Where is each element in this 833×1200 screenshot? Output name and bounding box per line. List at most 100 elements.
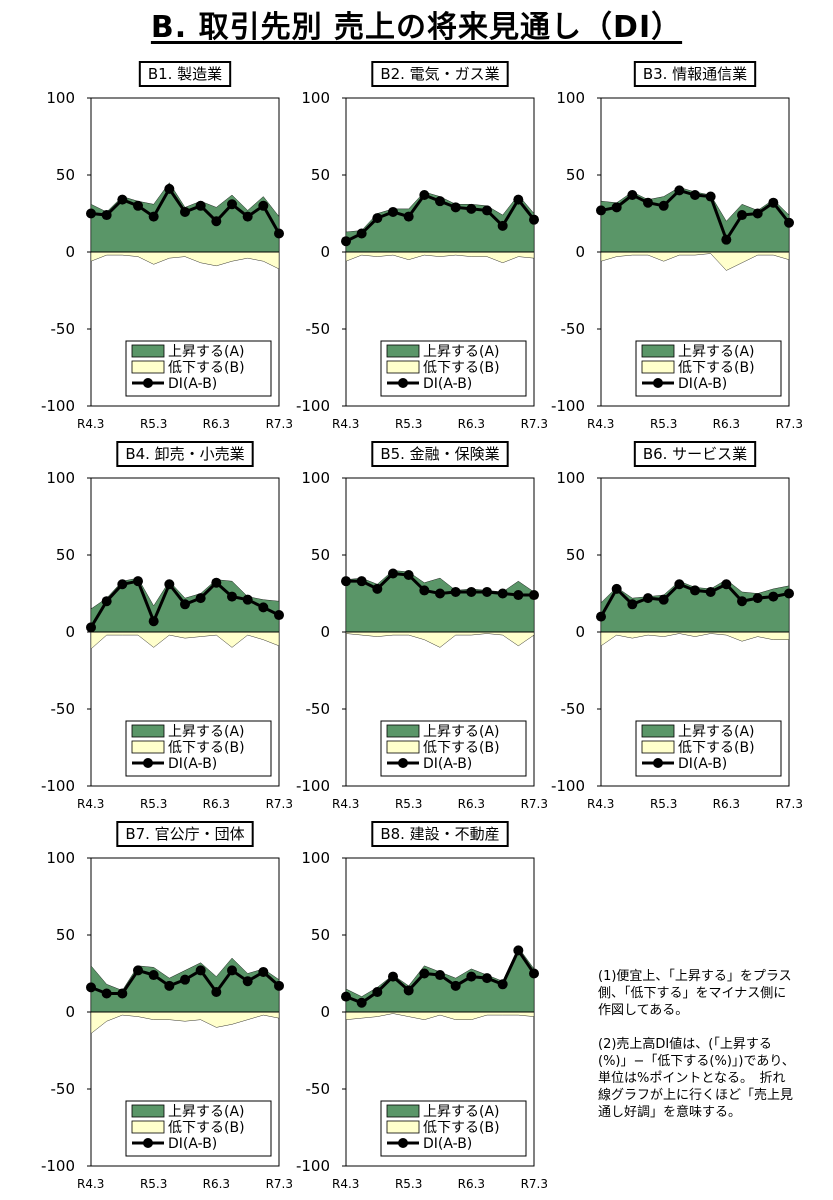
di-point	[101, 210, 112, 221]
y-tick-label: 100	[301, 469, 330, 487]
y-tick-label: 100	[46, 89, 75, 107]
x-tick-label: R5.3	[140, 797, 167, 811]
legend: 上昇する(A)低下する(B)DI(A-B)	[125, 1100, 272, 1157]
x-tick-label: R5.3	[140, 1177, 167, 1191]
di-point	[164, 579, 175, 590]
y-tick-label: 100	[46, 469, 75, 487]
x-tick-label: R4.3	[332, 1177, 359, 1191]
di-point	[195, 965, 206, 976]
di-point	[784, 217, 794, 228]
chart-title-box	[371, 821, 509, 847]
di-point	[596, 611, 606, 622]
legend-di-label: DI(A-B)	[168, 756, 217, 772]
legend-rise-swatch	[131, 344, 165, 358]
di-point	[195, 200, 206, 211]
x-tick-label: R7.3	[266, 1177, 293, 1191]
legend-di-marker	[653, 758, 663, 768]
di-point	[403, 211, 414, 222]
x-tick-label: R6.3	[203, 417, 230, 431]
note-2: (2)売上高DI値は、(「上昇する(%)」−「低下する(%)」)であり、単位は%…	[598, 1037, 795, 1120]
di-point	[180, 206, 190, 217]
legend: 上昇する(A)低下する(B)DI(A-B)	[380, 720, 527, 777]
di-point	[752, 593, 763, 604]
y-tick-label: 50	[311, 166, 330, 184]
di-point	[86, 208, 96, 219]
x-tick-label: R6.3	[713, 797, 740, 811]
x-tick-label: R5.3	[395, 417, 422, 431]
legend-di-marker	[143, 1138, 153, 1148]
di-point	[450, 586, 461, 597]
di-point	[180, 974, 190, 985]
di-point	[721, 579, 732, 590]
di-point	[450, 202, 461, 213]
di-point	[784, 588, 794, 599]
chart-title: B8. 建設・不動産	[371, 821, 509, 847]
legend: 上昇する(A)低下する(B)DI(A-B)	[125, 720, 272, 777]
di-point	[117, 194, 128, 205]
y-tick-label: -50	[51, 700, 76, 718]
di-point	[705, 191, 716, 202]
legend-fall-swatch	[131, 740, 165, 754]
legend-fall-swatch	[641, 360, 675, 374]
y-tick-label: 50	[56, 166, 75, 184]
di-point	[227, 199, 237, 210]
di-point	[627, 190, 638, 201]
di-point	[643, 593, 653, 604]
x-tick-label: R7.3	[776, 797, 803, 811]
legend-di-marker	[143, 758, 153, 768]
chart-title-text: B5. 金融・保険業	[380, 445, 499, 463]
y-tick-label: -100	[296, 397, 330, 415]
y-tick-label: -100	[41, 1157, 75, 1175]
fall-area	[345, 631, 535, 648]
di-point	[482, 973, 492, 984]
di-point	[117, 579, 128, 590]
x-tick-label: R4.3	[587, 417, 614, 431]
di-point	[101, 596, 112, 607]
note-1: (1)便宜上、「上昇する」をプラス側、「低下する」をマイナス側に作図してある。	[598, 969, 792, 1018]
legend-di-label: DI(A-B)	[168, 1136, 217, 1152]
fall-area	[90, 251, 280, 270]
y-tick-label: -50	[306, 700, 331, 718]
chart-title-box	[633, 61, 757, 87]
chart-title-text: B6. サービス業	[643, 445, 747, 463]
di-point	[388, 568, 398, 579]
di-point	[274, 980, 284, 991]
di-point	[466, 586, 477, 597]
di-point	[419, 190, 430, 201]
di-point	[658, 594, 669, 605]
x-tick-label: R6.3	[458, 797, 485, 811]
di-point	[768, 197, 779, 208]
di-point	[148, 970, 159, 981]
di-point	[513, 194, 524, 205]
di-point	[419, 585, 430, 596]
chart-title-text: B4. 卸売・小売業	[125, 445, 244, 463]
y-tick-label: -50	[561, 320, 586, 338]
legend-di-label: DI(A-B)	[168, 376, 217, 392]
legend-fall-label: 低下する(B)	[423, 360, 500, 376]
x-tick-label: R6.3	[458, 1177, 485, 1191]
x-tick-label: R4.3	[332, 797, 359, 811]
y-tick-label: 50	[311, 926, 330, 944]
legend-fall-swatch	[131, 1120, 165, 1134]
y-tick-label: 0	[320, 1003, 330, 1021]
y-tick-label: -50	[306, 320, 331, 338]
x-tick-label: R4.3	[587, 797, 614, 811]
legend-di-marker	[653, 378, 663, 388]
di-point	[195, 593, 206, 604]
chart-title-box	[116, 821, 254, 847]
legend-fall-swatch	[386, 1120, 420, 1134]
di-point	[435, 588, 445, 599]
legend-rise-swatch	[131, 1104, 165, 1118]
di-point	[258, 966, 269, 977]
di-point	[86, 982, 96, 993]
x-tick-label: R6.3	[203, 1177, 230, 1191]
y-tick-label: -100	[41, 397, 75, 415]
di-point	[356, 997, 367, 1008]
y-tick-label: -100	[41, 777, 75, 795]
y-tick-label: 0	[575, 623, 585, 641]
x-tick-label: R5.3	[650, 797, 677, 811]
y-tick-label: -50	[561, 700, 586, 718]
chart-title: B5. 金融・保険業	[371, 441, 509, 467]
y-tick-label: 0	[65, 1003, 75, 1021]
